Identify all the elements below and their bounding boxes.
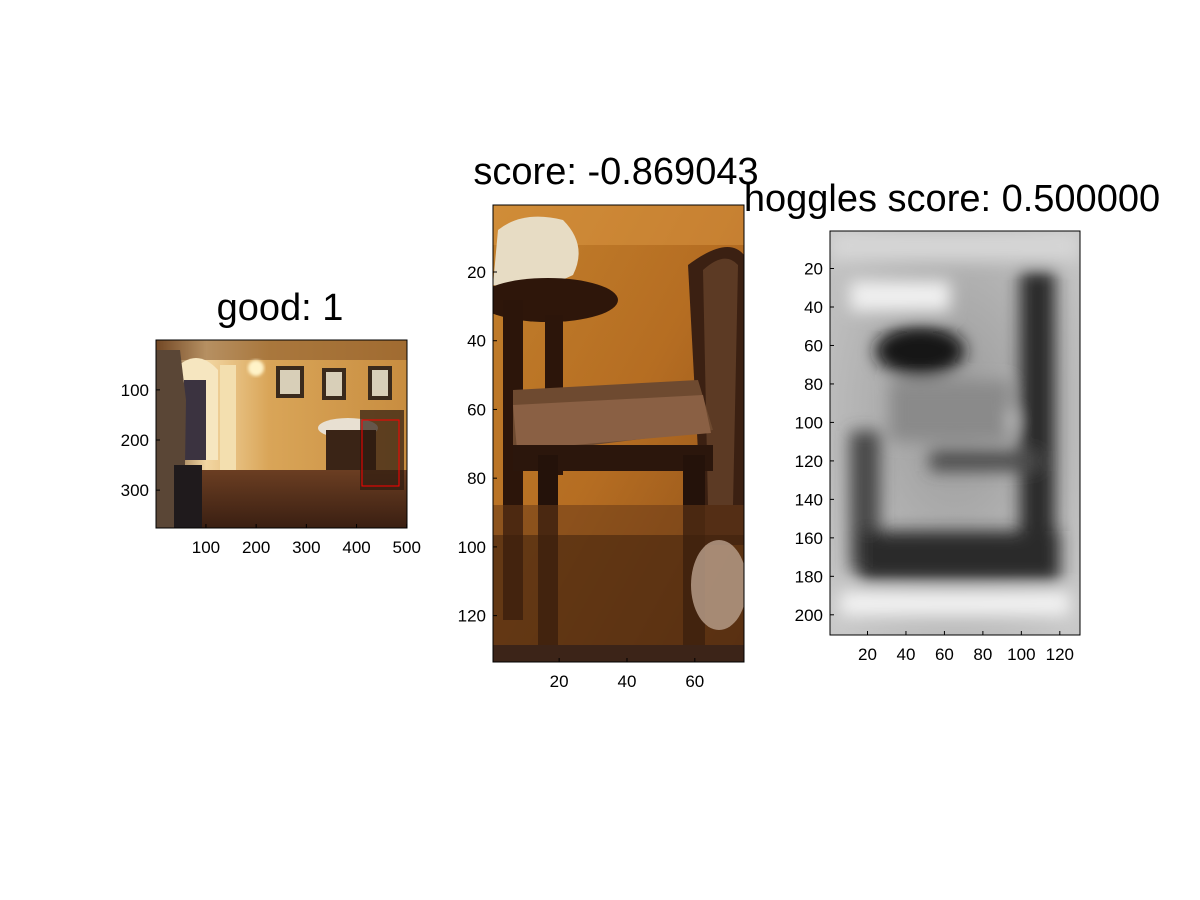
x-tick-label: 60 <box>685 672 704 691</box>
detection-box <box>361 419 400 487</box>
crop-image <box>493 205 744 662</box>
y-tick-label: 300 <box>121 481 149 500</box>
x-tick-label: 100 <box>192 538 220 557</box>
x-tick-label: 400 <box>342 538 370 557</box>
panel-crop: score: -0.869043 <box>458 151 759 691</box>
x-tick-label: 300 <box>292 538 320 557</box>
room-photo <box>156 340 407 528</box>
x-tick-label: 20 <box>550 672 569 691</box>
y-tick-label: 160 <box>795 529 823 548</box>
panel-title: good: 1 <box>217 287 344 329</box>
axes-frame <box>829 230 1081 636</box>
hoggles-image <box>830 231 1080 635</box>
x-tick-label: 500 <box>393 538 421 557</box>
panel-title: hoggles score: 0.500000 <box>744 178 1160 220</box>
panel-title: score: -0.869043 <box>473 151 758 193</box>
y-tick-label: 120 <box>458 607 486 626</box>
x-tick-label: 40 <box>618 672 637 691</box>
x-tick-label: 40 <box>897 645 916 664</box>
y-tick-label: 20 <box>467 263 486 282</box>
y-tick-label: 20 <box>804 260 823 279</box>
panel-room: good: 1 <box>121 287 421 557</box>
y-tick-label: 180 <box>795 567 823 586</box>
y-tick-label: 40 <box>804 298 823 317</box>
y-tick-label: 60 <box>467 400 486 419</box>
axis-ticks: 100 200 300 400 500 100 200 300 <box>121 381 421 557</box>
y-tick-label: 80 <box>467 469 486 488</box>
y-tick-label: 140 <box>795 490 823 509</box>
x-tick-label: 60 <box>935 645 954 664</box>
y-tick-label: 60 <box>804 336 823 355</box>
x-tick-label: 80 <box>973 645 992 664</box>
y-tick-label: 200 <box>795 606 823 625</box>
x-tick-label: 100 <box>1007 645 1035 664</box>
y-tick-label: 100 <box>458 538 486 557</box>
y-tick-label: 40 <box>467 332 486 351</box>
axis-ticks: 20 40 60 80 100 120 20 40 60 80 100 120 140 160 180 200 <box>795 260 1074 664</box>
x-tick-label: 20 <box>858 645 877 664</box>
y-tick-label: 120 <box>795 452 823 471</box>
y-tick-label: 80 <box>804 375 823 394</box>
axis-ticks: 20 40 60 20 40 60 80 100 120 <box>458 263 705 691</box>
y-tick-label: 100 <box>795 413 823 432</box>
y-tick-label: 100 <box>121 381 149 400</box>
x-tick-label: 200 <box>242 538 270 557</box>
y-tick-label: 200 <box>121 431 149 450</box>
x-tick-label: 120 <box>1046 645 1074 664</box>
panel-hoggles: hoggles score: 0.500000 20 40 60 <box>744 178 1160 664</box>
axes-frame <box>492 204 745 663</box>
axes-frame <box>155 339 408 529</box>
